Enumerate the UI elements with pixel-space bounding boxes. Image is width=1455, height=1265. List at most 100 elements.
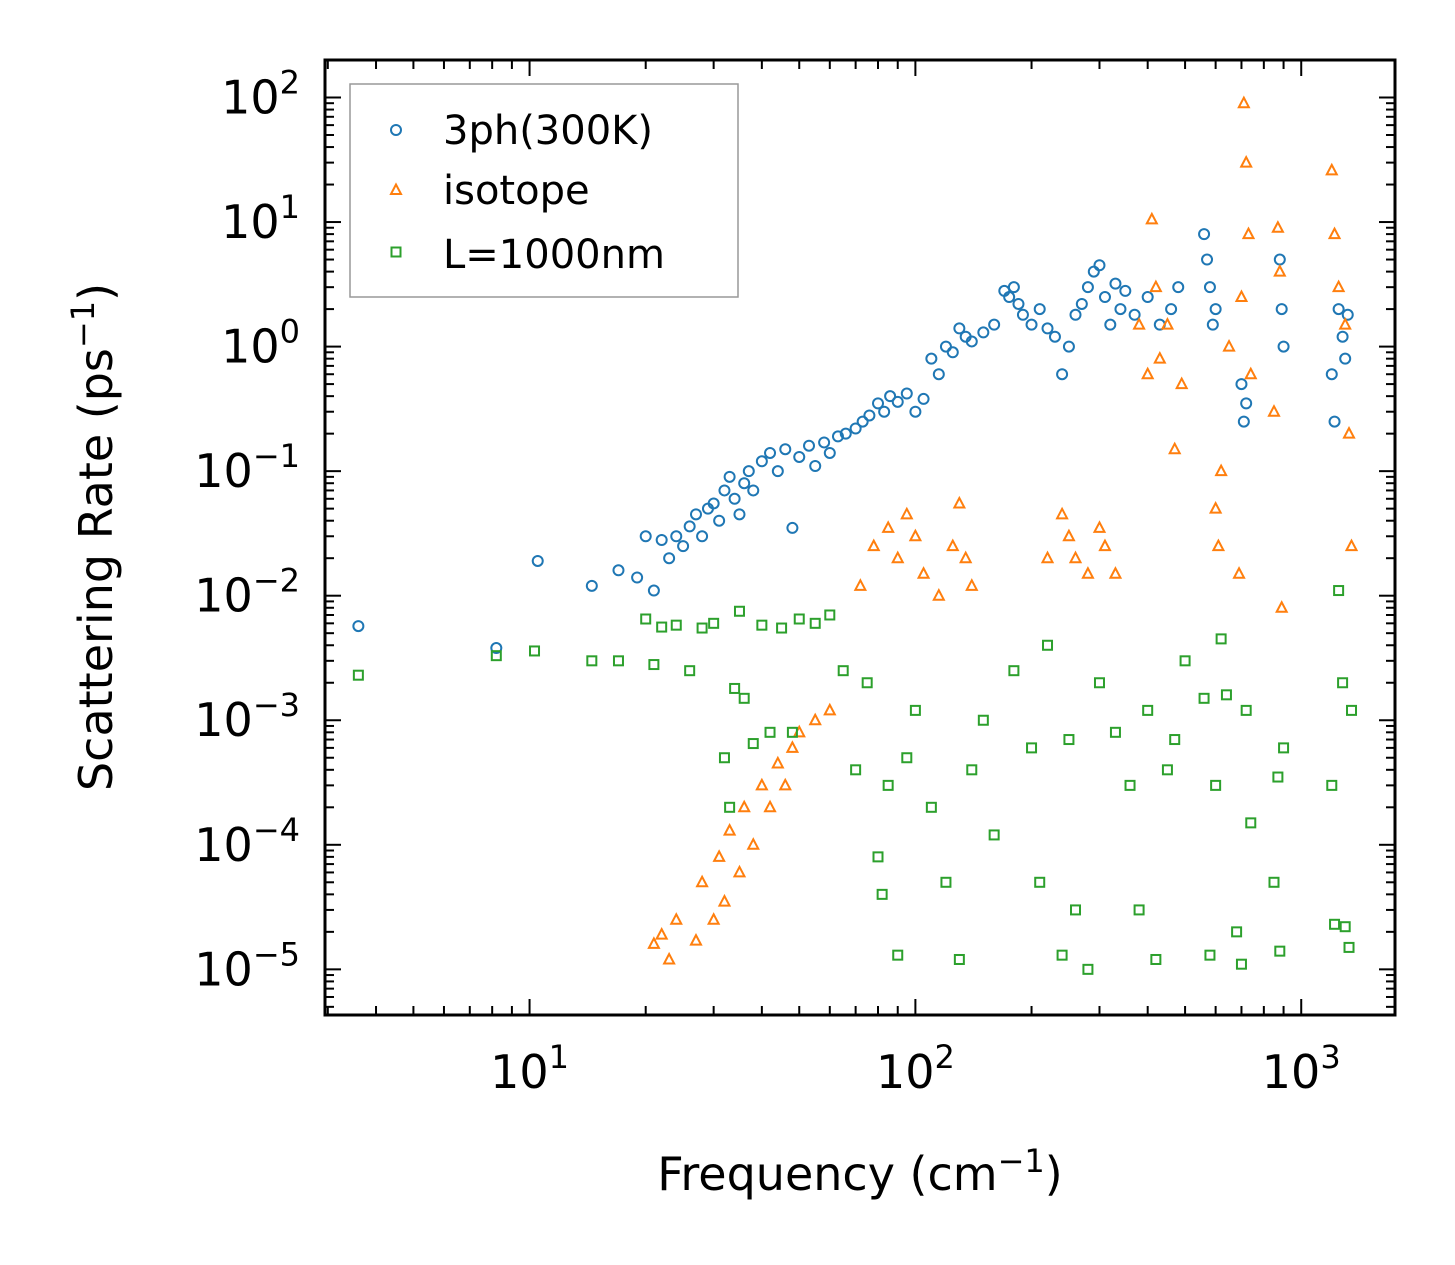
data-point	[713, 514, 726, 527]
data-point	[809, 617, 821, 629]
data-point	[1068, 550, 1083, 564]
data-point	[1344, 538, 1359, 552]
data-point	[876, 888, 888, 900]
data-point	[531, 554, 544, 567]
data-point	[1341, 308, 1354, 321]
data-point	[1275, 303, 1288, 316]
data-point	[988, 829, 1000, 841]
data-point	[1214, 463, 1228, 477]
data-point	[689, 508, 702, 521]
data-point	[763, 799, 777, 813]
data-point	[738, 692, 750, 704]
data-point	[908, 528, 923, 542]
data-point	[677, 540, 690, 553]
y-tick-label: 10−1	[194, 437, 300, 498]
data-point	[732, 864, 747, 878]
data-point	[669, 912, 683, 925]
data-point	[932, 368, 945, 381]
data-point	[717, 893, 732, 907]
data-point	[977, 714, 989, 726]
data-point	[809, 459, 822, 472]
data-point	[1209, 303, 1222, 316]
data-point	[742, 465, 755, 478]
data-point	[917, 392, 930, 405]
data-point	[1007, 281, 1020, 294]
data-point	[1337, 677, 1349, 689]
data-point	[867, 538, 881, 552]
x-tick-label: 101	[490, 1038, 569, 1099]
data-point	[737, 799, 751, 813]
data-point	[352, 669, 364, 681]
data-point	[1062, 528, 1076, 542]
data-point	[1215, 633, 1227, 645]
data-point	[1326, 779, 1338, 791]
data-point	[1081, 281, 1094, 294]
data-point	[965, 335, 978, 348]
data-point	[932, 588, 946, 601]
data-point	[529, 645, 541, 657]
data-point	[1222, 338, 1236, 352]
data-point	[708, 617, 720, 629]
data-point	[946, 538, 960, 552]
data-point	[1267, 404, 1281, 417]
data-point	[1245, 817, 1257, 829]
data-point	[1104, 318, 1117, 331]
data-point	[755, 455, 768, 468]
data-point	[861, 677, 873, 689]
x-tick-label: 103	[1262, 1038, 1341, 1099]
data-point	[1198, 692, 1210, 704]
data-point	[1169, 734, 1181, 746]
y-tick-labels: 10−5 10−4 10−3 10−2 10−1 100 101 102	[194, 63, 300, 996]
data-point	[586, 655, 598, 667]
data-point	[1179, 655, 1191, 667]
data-point	[778, 777, 792, 791]
data-point	[891, 550, 905, 564]
data-point	[707, 497, 720, 510]
data-point	[1145, 211, 1159, 225]
data-point	[818, 436, 831, 449]
data-point	[808, 712, 822, 726]
data-point	[647, 936, 661, 949]
legend-marker-2	[390, 246, 402, 258]
legend-label-3ph: 3ph(300K)	[443, 108, 653, 154]
data-point	[1206, 318, 1219, 331]
x-tick-label: 102	[876, 1038, 955, 1099]
data-point	[729, 682, 741, 694]
data-point	[1339, 352, 1352, 365]
legend-box	[349, 83, 739, 298]
data-point	[1338, 317, 1352, 330]
data-point	[747, 738, 759, 750]
data-point	[878, 405, 891, 418]
data-point	[946, 346, 959, 359]
data-point	[1141, 366, 1155, 380]
data-point	[1273, 263, 1287, 277]
data-point	[1201, 253, 1214, 266]
data-point	[881, 520, 895, 533]
data-point	[352, 620, 365, 633]
data-point	[779, 443, 792, 456]
data-point	[1220, 689, 1232, 701]
data-point	[1124, 779, 1136, 791]
data-point	[1268, 876, 1280, 888]
data-point	[953, 322, 966, 335]
data-point	[1062, 340, 1075, 353]
y-tick-label: 10−2	[194, 562, 300, 623]
y-tick-label: 100	[221, 313, 300, 374]
data-point	[872, 397, 885, 410]
data-point	[839, 427, 852, 440]
y-tick-label: 102	[221, 63, 300, 124]
data-point	[786, 726, 798, 738]
data-point	[631, 571, 644, 584]
data-point	[1153, 351, 1167, 364]
data-point	[1204, 949, 1216, 961]
data-point	[1093, 259, 1106, 272]
data-point	[1119, 284, 1132, 297]
series-2	[352, 585, 1358, 975]
data-point	[863, 409, 876, 422]
data-point	[655, 534, 668, 547]
data-point	[1231, 926, 1243, 938]
data-point	[1271, 220, 1285, 233]
data-point	[712, 849, 726, 862]
data-point	[793, 450, 806, 463]
data-point	[756, 619, 768, 631]
